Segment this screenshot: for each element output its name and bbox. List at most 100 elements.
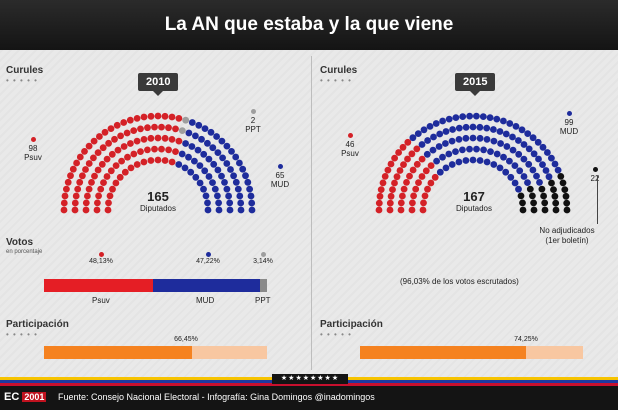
seat-2015-38 <box>422 167 430 175</box>
seat-2010-18 <box>64 178 72 186</box>
seat-2015-47 <box>409 134 417 142</box>
label-mud-2010: 65 MUD <box>268 164 292 189</box>
seat-2015-111 <box>518 126 526 134</box>
seat-2010-34 <box>76 153 84 161</box>
escrutados-label: (96,03% de los votos escrutados) <box>400 277 519 286</box>
psuv-bullet-icon <box>30 137 36 142</box>
seat-2010-56 <box>107 125 115 132</box>
seat-2010-83 <box>154 112 162 120</box>
ppt-bullet-icon <box>250 109 256 114</box>
seat-2010-109 <box>201 125 209 132</box>
seat-2010-78 <box>147 112 155 120</box>
na-seats-2015: 22 <box>590 174 600 183</box>
seat-2010-86 <box>161 112 169 120</box>
seat-2015-83 <box>469 134 477 142</box>
logo-ec: EC <box>4 391 20 403</box>
seat-2010-69 <box>140 158 148 166</box>
seat-2015-8 <box>409 199 416 207</box>
seat-2015-107 <box>512 123 520 130</box>
seat-2015-165 <box>552 206 560 214</box>
seat-2015-59 <box>426 123 434 130</box>
seat-2010-153 <box>236 192 244 200</box>
seat-2015-10 <box>376 192 384 200</box>
seat-2015-30 <box>427 179 435 187</box>
seat-2010-117 <box>200 150 208 158</box>
votos-psuv-pct-text: 48,13% <box>89 258 113 265</box>
seat-2010-121 <box>196 162 204 170</box>
seat-2015-15 <box>389 186 396 194</box>
seat-2010-13 <box>63 185 70 193</box>
seat-2015-22 <box>403 179 410 186</box>
seat-2010-30 <box>112 179 120 187</box>
seat-2010-22 <box>88 179 95 186</box>
seat-2010-51 <box>101 128 109 136</box>
seat-2015-139 <box>533 172 540 180</box>
label-mud-2015: 99 MUD <box>557 111 581 136</box>
votos-bar-mud <box>152 279 260 292</box>
participacion-pct-2015: 74,25% <box>514 336 538 343</box>
seat-2010-79 <box>151 145 158 153</box>
mud-name-2015: MUD <box>559 127 579 136</box>
curules-label-2015: Curules <box>320 65 358 76</box>
seat-2010-106 <box>192 132 199 140</box>
seat-2010-94 <box>175 115 183 122</box>
seat-2010-31 <box>103 173 111 180</box>
seat-2015-92 <box>480 146 487 154</box>
ppt-seats-2010: 2 <box>250 116 256 125</box>
seat-2010-152 <box>225 192 233 200</box>
seat-2010-76 <box>144 124 151 132</box>
seat-2010-71 <box>137 125 144 133</box>
seat-2015-94 <box>483 136 491 143</box>
seat-2015-82 <box>469 156 477 164</box>
seat-2015-154 <box>540 192 547 200</box>
seat-2010-77 <box>147 134 155 142</box>
seat-2015-6 <box>386 199 394 207</box>
seat-2010-138 <box>209 179 216 187</box>
seat-2015-97 <box>483 158 491 166</box>
mud-seats-2015: 99 <box>564 118 574 127</box>
seat-2010-52 <box>114 146 122 154</box>
seat-2010-40 <box>85 142 93 150</box>
seat-2015-84 <box>469 123 477 131</box>
seat-2010-124 <box>223 142 231 150</box>
seat-2015-73 <box>452 114 460 121</box>
seat-2010-68 <box>137 148 144 156</box>
votos-mud-name: MUD <box>196 296 215 305</box>
seat-2010-50 <box>105 139 112 147</box>
seat-2010-53 <box>127 164 135 172</box>
seat-2015-109 <box>509 133 516 141</box>
center-number-2010: 165 <box>147 189 169 204</box>
seat-2015-116 <box>506 157 513 165</box>
seat-2010-132 <box>214 166 222 174</box>
seat-2015-124 <box>520 155 528 163</box>
votos-ppt-name: PPT <box>255 296 271 305</box>
seat-2015-50 <box>433 157 440 165</box>
seat-2015-112 <box>496 164 504 172</box>
seat-2010-21 <box>67 172 74 180</box>
participacion-fill-2015 <box>360 346 526 359</box>
seat-2015-117 <box>520 141 528 148</box>
seat-2015-9 <box>420 199 427 207</box>
seat-2015-157 <box>519 199 526 207</box>
seat-2015-140 <box>524 179 531 187</box>
seat-2010-46 <box>121 168 129 176</box>
seat-2015-132 <box>529 166 537 174</box>
seat-2010-47 <box>108 150 116 158</box>
seat-2015-23 <box>393 173 401 181</box>
seat-2015-61 <box>436 130 444 138</box>
seat-2015-40 <box>399 143 407 151</box>
seat-2010-82 <box>154 134 162 142</box>
no-adjudicados-label: No adjudicados <box>539 226 595 235</box>
seat-2010-143 <box>242 172 249 180</box>
seat-2010-64 <box>120 119 128 126</box>
logo: EC 2001 <box>4 391 47 403</box>
seat-2010-112 <box>194 146 202 154</box>
seat-2015-12 <box>399 192 406 200</box>
participacion-pct-2010: 66,45% <box>174 336 198 343</box>
seat-2010-43 <box>112 162 120 170</box>
seat-2015-127 <box>507 173 515 181</box>
seat-2010-84 <box>158 123 165 131</box>
center-label-2015: Diputados <box>455 204 493 213</box>
seat-2015-134 <box>520 173 528 180</box>
seat-2010-28 <box>82 166 89 173</box>
